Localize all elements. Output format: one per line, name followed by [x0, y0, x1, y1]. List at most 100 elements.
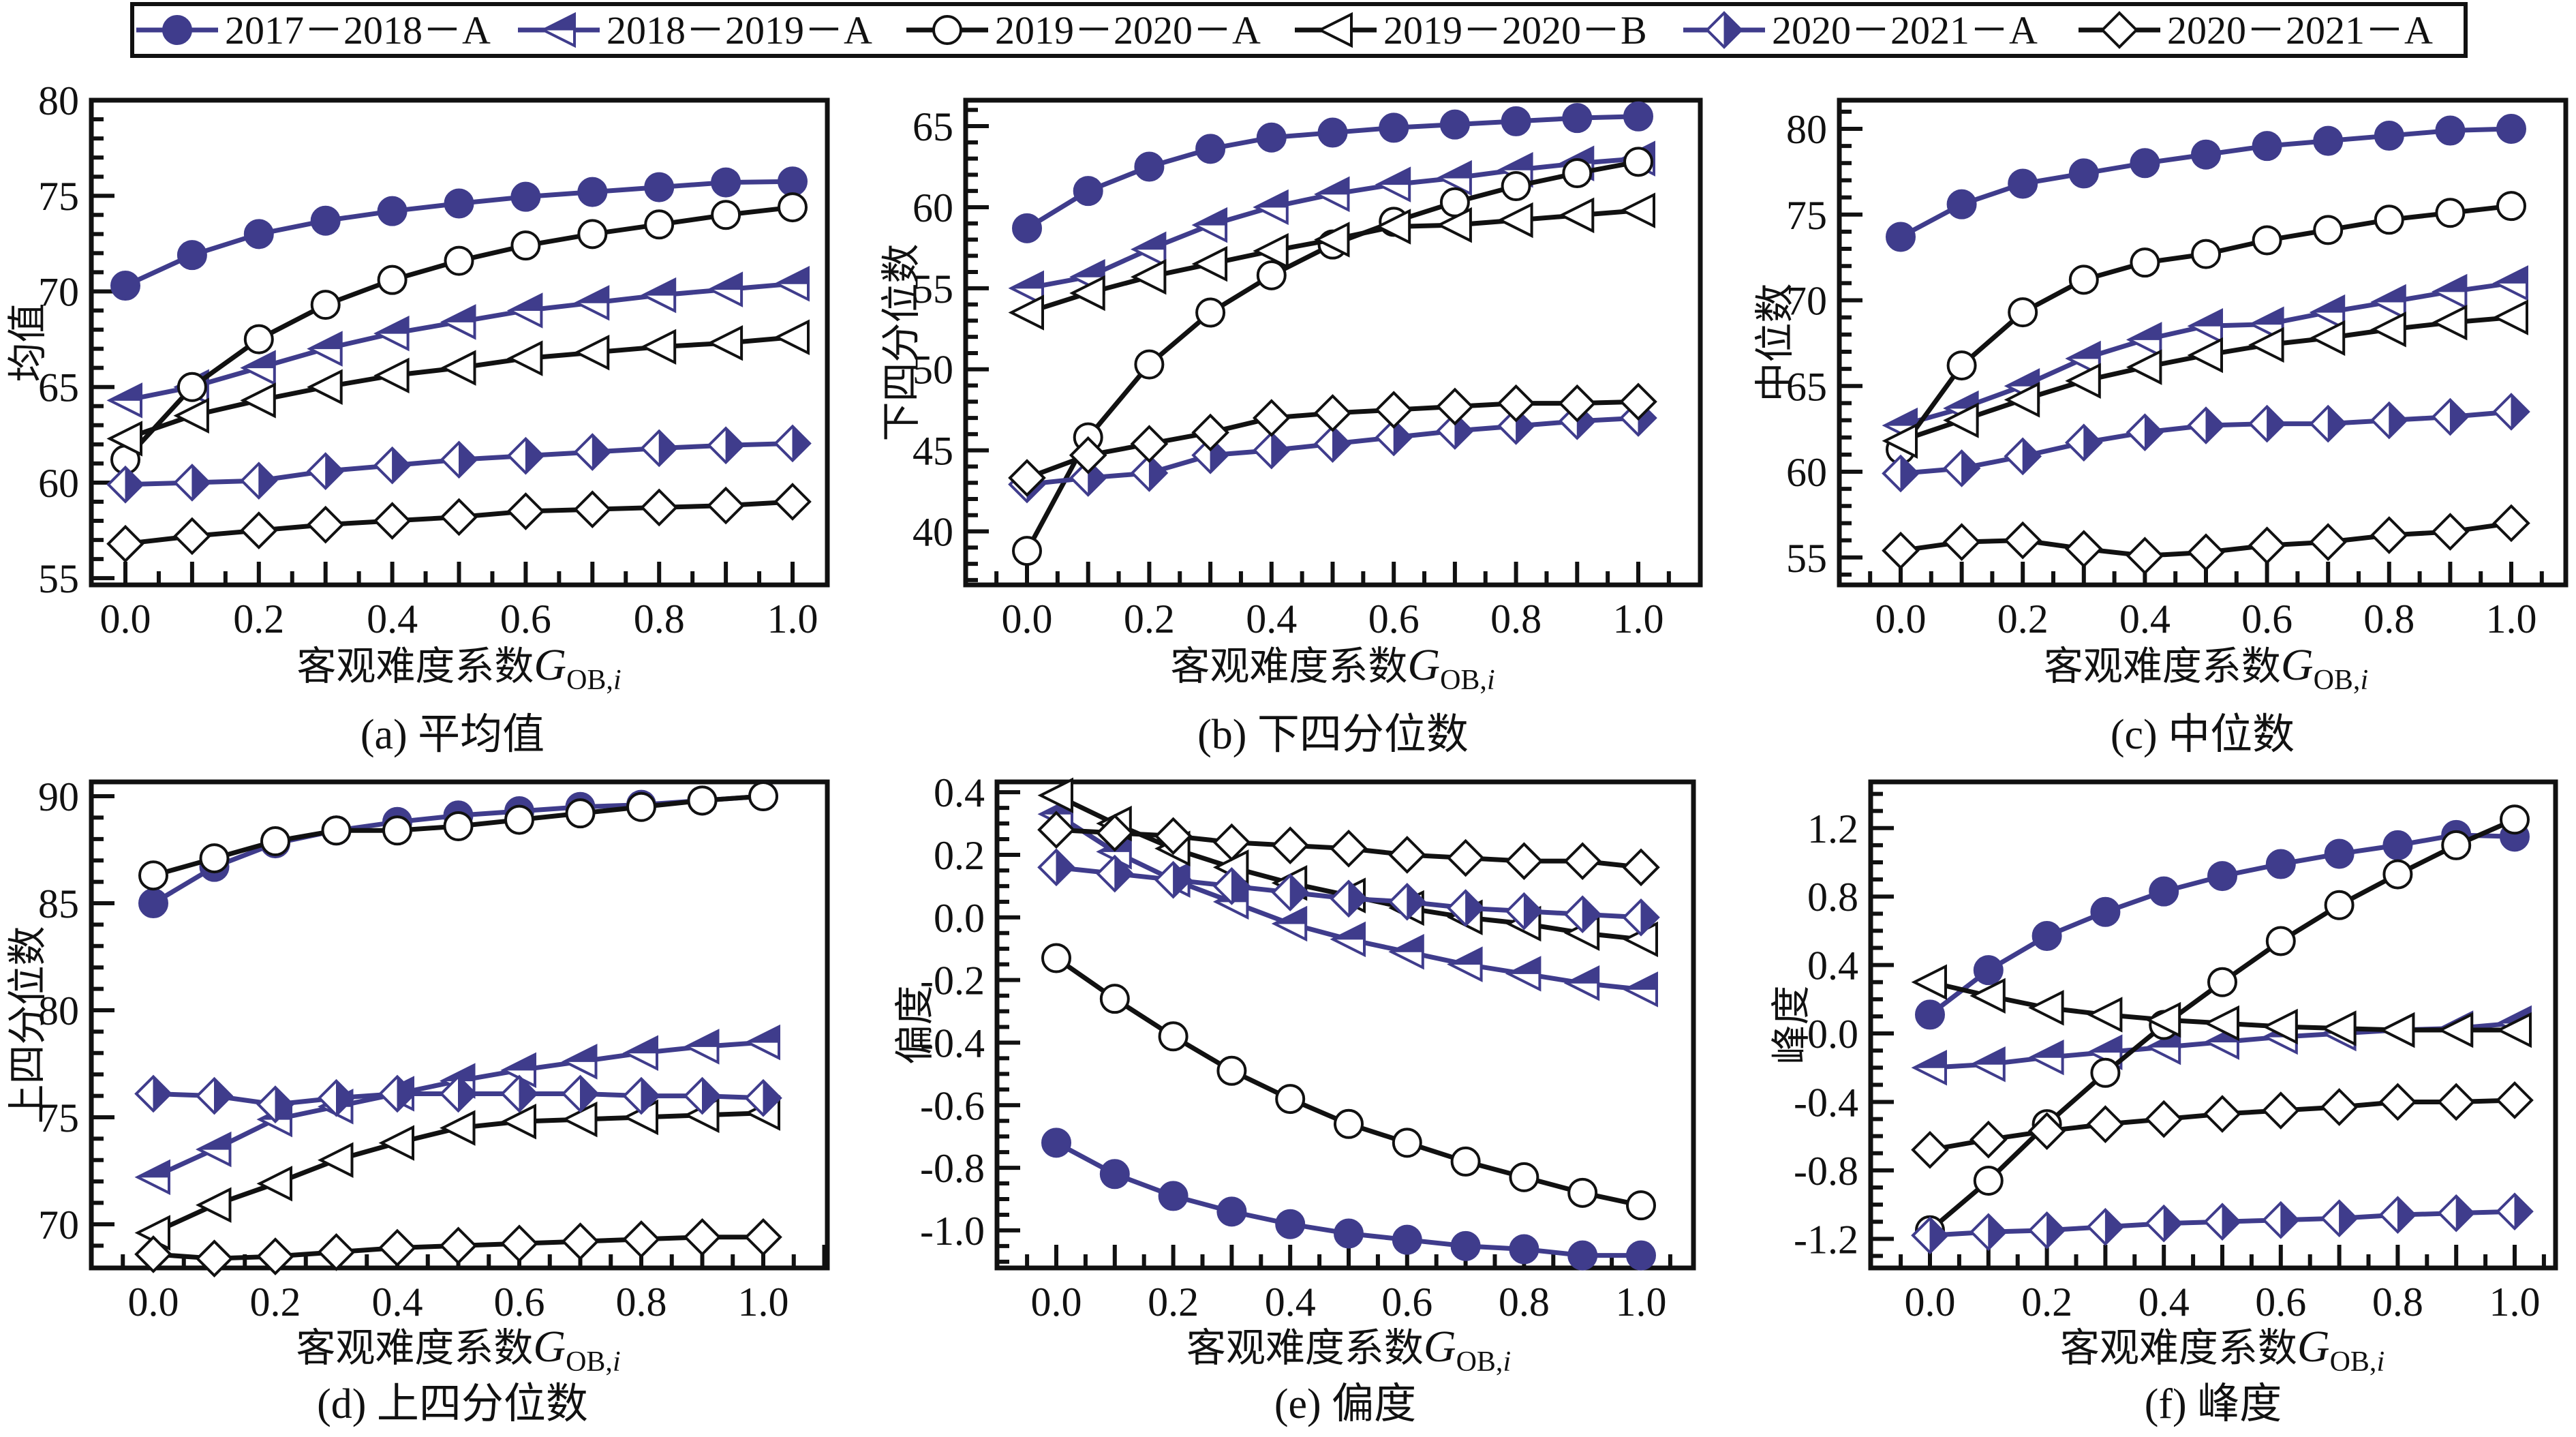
data-point [622, 1035, 658, 1072]
diamond-marker [500, 1224, 538, 1263]
panel-d: 0.0 0.2 0.4 0.6 0.8 1.0 70 75 80 85 90 上四分位数客观难度系数G… [5, 774, 830, 1427]
data-point [1195, 297, 1226, 328]
data-point [1388, 934, 1424, 970]
data-point [1943, 402, 1979, 438]
circle-open-marker [1562, 158, 1593, 189]
circle-open-marker [748, 781, 778, 812]
circle-open-marker [260, 826, 290, 856]
data-point [640, 329, 677, 365]
data-point [2370, 401, 2408, 440]
data-point [2064, 530, 2103, 569]
diamond-marker [1069, 436, 1107, 474]
data-point [622, 1220, 660, 1258]
y-tick-label: 60 [1786, 450, 1827, 495]
triangle-half-fill [1500, 153, 1533, 170]
diamond-marker [2496, 1081, 2534, 1119]
x-axis-label-symbol: G [533, 1322, 566, 1372]
x-tick-label: 0.4 [1246, 596, 1297, 641]
data-point [1313, 394, 1352, 432]
diamond-half-fill [1289, 874, 1308, 911]
diamond-marker [2203, 1095, 2241, 1133]
data-point [1969, 1046, 2006, 1083]
data-point [1942, 523, 1981, 561]
diamond-marker [640, 488, 679, 527]
triangle-half-fill [2031, 1041, 2064, 1058]
circle-open-marker [2191, 239, 2221, 269]
legend-entry: 2019－2020－B [1295, 8, 1647, 52]
x-tick-label: 0.4 [2138, 1280, 2190, 1325]
data-point [306, 505, 345, 544]
data-point [1191, 413, 1229, 452]
circle-filled-marker [2031, 920, 2062, 951]
diamond-half-fill [2022, 438, 2040, 474]
x-axis-label-symbol: G [534, 640, 566, 690]
diamond-half-fill [1961, 450, 1980, 487]
triangle-marker [307, 369, 343, 405]
data-point [2126, 413, 2164, 451]
circle-open-marker [504, 804, 534, 835]
diamond-half-fill [2046, 1212, 2065, 1248]
circle-filled-marker [1275, 1209, 1306, 1239]
data-point [1509, 1162, 1539, 1192]
circle-open-marker [177, 372, 207, 402]
circle-open-marker [2207, 967, 2237, 997]
triangle-half-fill [747, 1026, 780, 1043]
panel-c: 0.0 0.2 0.4 0.6 0.8 1.0 55 60 65 70 75 80 中位数客观难度系数G… [1753, 97, 2569, 758]
data-point [1436, 412, 1474, 450]
data-point [2324, 890, 2355, 920]
data-point [260, 826, 290, 856]
circle-open-marker [443, 811, 474, 841]
triangle-marker [2086, 997, 2123, 1033]
y-tick-label: 55 [38, 556, 79, 601]
series-group [134, 781, 782, 1278]
data-point [1130, 425, 1169, 463]
circle-open-marker [138, 860, 168, 891]
data-point [1562, 158, 1593, 189]
circle-open-marker [1012, 536, 1042, 566]
y-axis-label: 上四分位数 [5, 926, 50, 1123]
panel-caption: (e) 偏度 [1274, 1381, 1416, 1427]
triangle-half-fill [1072, 260, 1105, 277]
data-point [1330, 829, 1368, 868]
data-point [1911, 1216, 1949, 1255]
data-point [1447, 946, 1483, 982]
data-point [1375, 391, 1413, 429]
y-tick-label: 70 [38, 1202, 79, 1247]
legend-marker [540, 12, 576, 48]
data-point [2309, 294, 2346, 331]
data-point [2262, 1008, 2298, 1045]
data-point [500, 1104, 536, 1140]
data-point [2441, 830, 2472, 860]
data-point [439, 1226, 478, 1265]
data-point [2248, 404, 2286, 443]
data-point [1154, 860, 1193, 899]
diamond-half-fill [519, 1076, 537, 1112]
data-point [106, 382, 142, 419]
x-axis-label-subscript-index: i [2376, 1346, 2385, 1378]
data-point [1882, 531, 1920, 570]
triangle-marker [2187, 337, 2223, 374]
series-group [1911, 804, 2534, 1255]
x-axis: 0.0 0.2 0.4 0.6 0.8 1.0 [1899, 1245, 2546, 1325]
data-point [2145, 1204, 2183, 1243]
x-tick-label: 0.2 [1148, 1280, 1199, 1325]
triangle-half-fill [2312, 296, 2344, 313]
data-point [443, 811, 474, 841]
data-point [1008, 459, 1046, 497]
y-tick-label: 40 [913, 510, 953, 555]
diamond-marker [2086, 1105, 2125, 1143]
triangle-marker [1191, 245, 1228, 282]
circle-open-marker [2382, 859, 2413, 890]
x-axis-label: 客观难度系数GOB,i [2060, 1322, 2385, 1378]
circle-open-marker [1134, 349, 1165, 380]
data-point [1314, 222, 1350, 258]
data-point [239, 462, 278, 500]
diamond-marker [256, 1237, 294, 1275]
triangle-marker [2145, 1001, 2181, 1038]
data-point [1130, 258, 1167, 295]
data-point [138, 860, 168, 891]
circle-filled-marker [577, 177, 608, 207]
data-point [378, 1125, 414, 1161]
diamond-marker [2370, 516, 2408, 554]
data-point [504, 804, 534, 835]
